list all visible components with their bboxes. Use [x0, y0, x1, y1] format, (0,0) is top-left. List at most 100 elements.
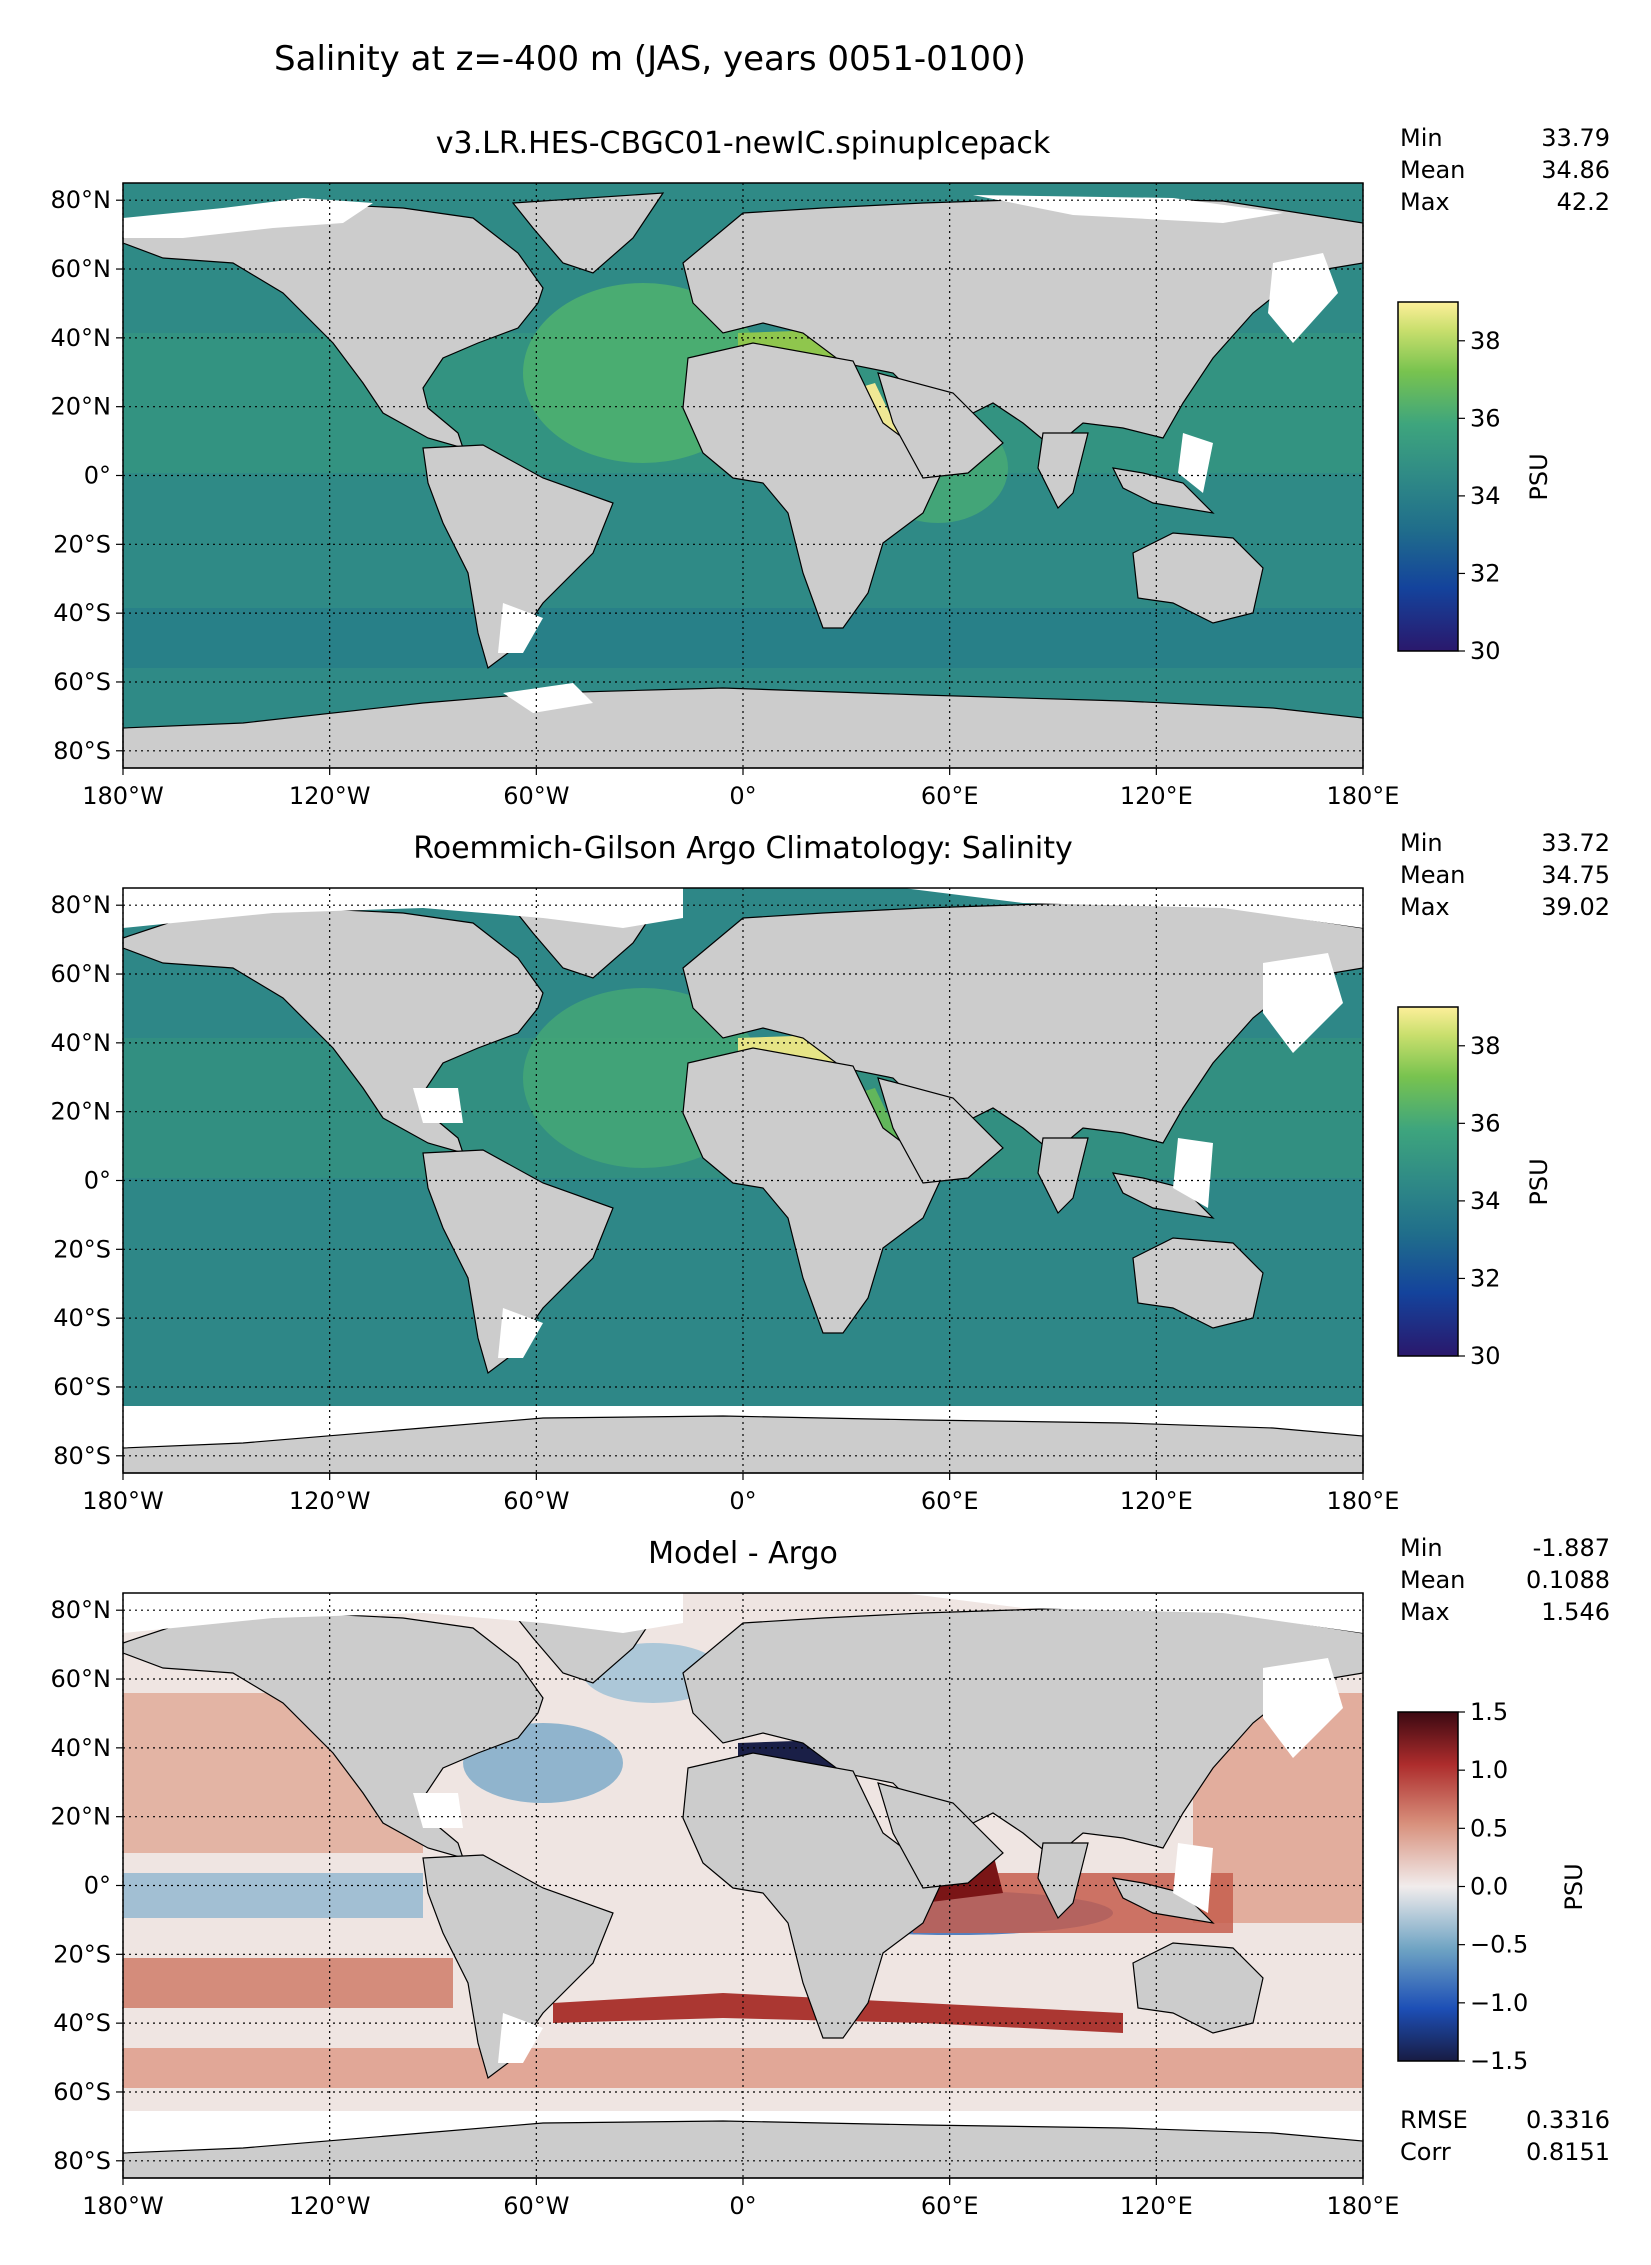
y-tick-label: 60°S	[53, 668, 111, 696]
x-tick-label: 120°W	[289, 2192, 371, 2220]
x-tick-label: 60°W	[503, 2192, 569, 2220]
stats-value: 0.1088	[1526, 1566, 1610, 1594]
stats-value: 39.02	[1541, 893, 1610, 921]
colorbar-tick-label: 30	[1470, 1342, 1501, 1370]
south-pacific-negative-band	[123, 1873, 423, 1918]
map-area	[122, 887, 1364, 1474]
stats-box: Min 33.72 Mean 34.75 Max 39.02	[1400, 829, 1610, 921]
x-tick-label: 0°	[729, 782, 756, 810]
x-tick-label: 120°E	[1120, 782, 1193, 810]
colorbar-tick-label: 32	[1470, 559, 1501, 587]
stats-value: 42.2	[1557, 188, 1610, 216]
gridlines	[122, 1593, 1364, 2178]
missing-gulf-of-mexico	[413, 1793, 463, 1828]
colorbar-tick-label: −1.0	[1470, 1989, 1528, 2017]
panel-title: v3.LR.HES-CBGC01-newIC.spinupIcepack	[436, 126, 1051, 161]
colorbar-label: PSU	[1560, 1863, 1588, 1910]
colorbar-tick-label: 34	[1470, 1187, 1501, 1215]
y-tick-label: 60°N	[51, 255, 112, 283]
missing-arctic-ocean	[123, 888, 683, 928]
missing-sea-of-okhotsk	[1263, 1658, 1343, 1758]
missing-patagonia-shelf	[498, 603, 543, 653]
colorbar-label: PSU	[1525, 1158, 1553, 1205]
error-stats-value: 0.3316	[1526, 2106, 1610, 2134]
y-tick-label: 20°S	[53, 1235, 111, 1263]
missing-sea-of-okhotsk	[1268, 253, 1338, 343]
y-tick-labels: 80°N 60°N 40°N 20°N 0° 20°S 40°S 60°S 80°S	[51, 186, 123, 765]
land-india	[1037, 1842, 1089, 1920]
panel-argo: Roemmich-Gilson Argo Climatology: Salini…	[51, 829, 1611, 1515]
colorbar-tick-label: 0.0	[1470, 1873, 1508, 1901]
y-tick-label: 80°N	[51, 1596, 112, 1624]
stats-value: 1.546	[1541, 1598, 1610, 1626]
x-tick-label: 180°E	[1327, 2192, 1400, 2220]
y-tick-label: 40°N	[51, 1734, 112, 1762]
error-stats-label: RMSE	[1400, 2106, 1468, 2134]
map-area	[122, 1592, 1364, 2179]
stats-value: 34.86	[1541, 156, 1610, 184]
x-tick-labels: 180°W 120°W 60°W 0° 60°E 120°E 180°E	[82, 768, 1399, 810]
land-layer	[122, 897, 1364, 1375]
x-tick-label: 60°E	[921, 2192, 979, 2220]
colorbar-tick-label: −1.5	[1470, 2047, 1528, 2075]
colorbar-tick-label: −0.5	[1470, 1931, 1528, 1959]
missing-data-layer	[123, 195, 1338, 713]
y-tick-label: 40°S	[53, 2009, 111, 2037]
south-pacific-positive-band	[123, 1958, 453, 2008]
x-tick-label: 0°	[729, 2192, 756, 2220]
colorbar-tick-label: 36	[1470, 1109, 1501, 1137]
land-arabia	[877, 372, 1004, 479]
missing-south-china-sea	[1173, 1843, 1213, 1913]
colorbar-tick-label: 1.5	[1470, 1698, 1508, 1726]
land-arabia	[877, 1782, 1004, 1889]
stats-value: 34.75	[1541, 861, 1610, 889]
y-tick-label: 80°S	[53, 737, 111, 765]
land-india	[1037, 1137, 1089, 1215]
x-tick-label: 60°E	[921, 782, 979, 810]
stats-label: Min	[1400, 1534, 1443, 1562]
y-tick-labels: 80°N 60°N 40°N 20°N 0° 20°S 40°S 60°S 80°S	[51, 1596, 123, 2175]
missing-arctic-canada	[123, 198, 373, 238]
stats-label: Min	[1400, 124, 1443, 152]
x-tick-label: 120°W	[289, 1487, 371, 1515]
colorbar-tick-label: 1.0	[1470, 1756, 1508, 1784]
stats-value: 33.79	[1541, 124, 1610, 152]
missing-arctic-ocean	[123, 1593, 683, 1633]
x-tick-label: 180°E	[1327, 782, 1400, 810]
stats-box: Min -1.887 Mean 0.1088 Max 1.546	[1400, 1534, 1610, 1626]
y-tick-label: 20°S	[53, 530, 111, 558]
y-tick-label: 80°N	[51, 186, 112, 214]
colorbar: −1.5 −1.0 −0.5 0.0 0.5 1.0 1.5 PSU	[1397, 1698, 1588, 2075]
x-tick-label: 120°W	[289, 782, 371, 810]
y-tick-label: 80°S	[53, 2147, 111, 2175]
colorbar-ticks: −1.5 −1.0 −0.5 0.0 0.5 1.0 1.5	[1458, 1698, 1528, 2075]
stats-label: Max	[1400, 188, 1450, 216]
stats-box: Min 33.79 Mean 34.86 Max 42.2	[1400, 124, 1610, 216]
land-arabia	[877, 1077, 1004, 1184]
missing-sea-of-okhotsk	[1263, 953, 1343, 1053]
y-tick-label: 60°N	[51, 960, 112, 988]
x-tick-labels: 180°W 120°W 60°W 0° 60°E 120°E 180°E	[82, 2178, 1399, 2220]
panel-title: Roemmich-Gilson Argo Climatology: Salini…	[413, 831, 1073, 866]
stats-label: Mean	[1400, 861, 1465, 889]
stats-value: -1.887	[1533, 1534, 1610, 1562]
y-tick-label: 80°S	[53, 1442, 111, 1470]
x-tick-label: 180°W	[82, 2192, 164, 2220]
missing-arctic-siberia	[973, 195, 1283, 223]
missing-arctic-ocean-east	[903, 1593, 1363, 1633]
panel-difference: Model - Argo	[51, 1534, 1611, 2220]
y-tick-label: 80°N	[51, 891, 112, 919]
colorbar-ticks: 30 32 34 36 38	[1458, 1032, 1501, 1370]
panel-model: v3.LR.HES-CBGC01-newIC.spinupIcepack	[51, 124, 1611, 810]
land-se-asia-islands	[1111, 1877, 1215, 1924]
colorbar-tick-label: 32	[1470, 1264, 1501, 1292]
y-tick-label: 0°	[84, 1167, 111, 1195]
y-tick-label: 60°S	[53, 1373, 111, 1401]
y-tick-label: 60°N	[51, 1665, 112, 1693]
stats-value: 33.72	[1541, 829, 1610, 857]
y-tick-label: 20°S	[53, 1940, 111, 1968]
colorbar: 30 32 34 36 38 PSU	[1397, 301, 1553, 665]
land-layer	[122, 192, 1364, 769]
land-india	[1037, 432, 1089, 510]
